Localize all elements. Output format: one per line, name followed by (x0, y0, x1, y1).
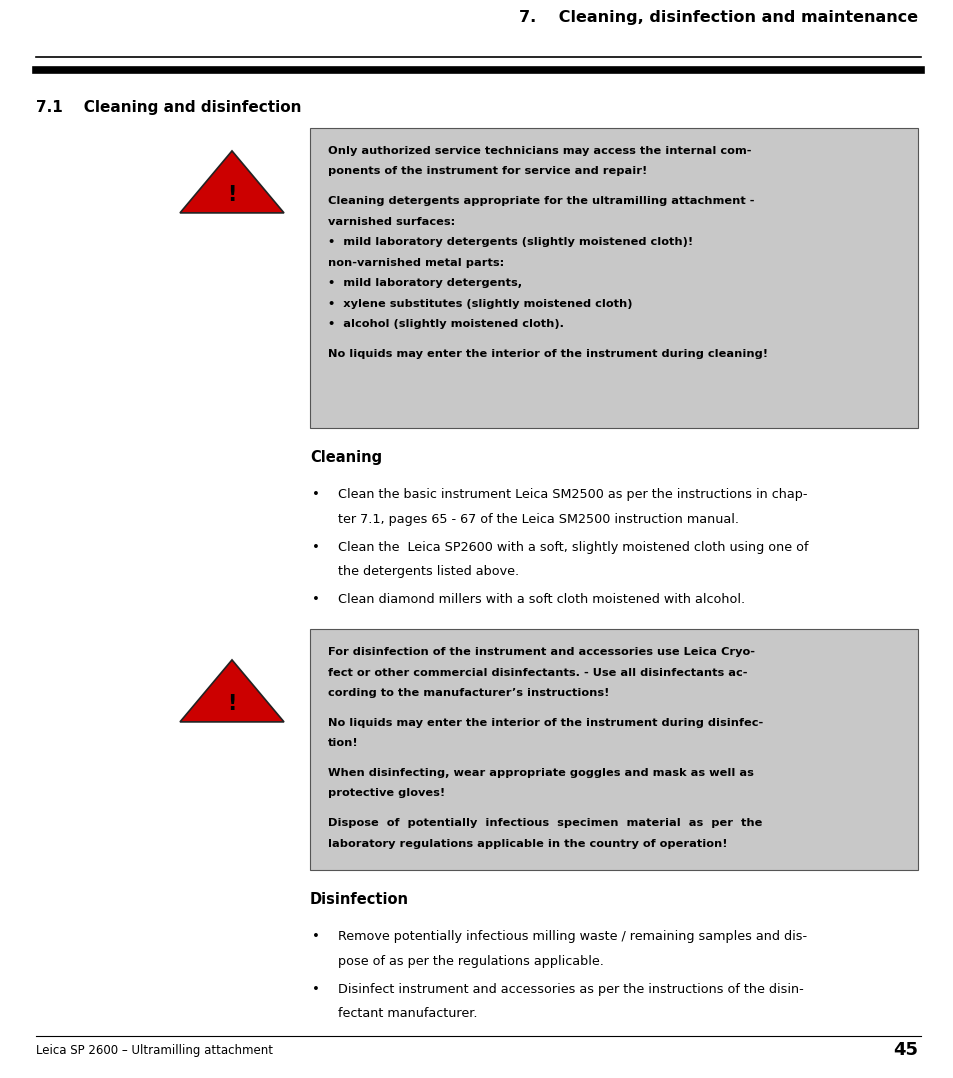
Text: Only authorized service technicians may access the internal com-: Only authorized service technicians may … (328, 146, 751, 156)
Text: non-varnished metal parts:: non-varnished metal parts: (328, 258, 504, 267)
Polygon shape (180, 660, 284, 722)
Text: •: • (312, 540, 319, 553)
Text: No liquids may enter the interior of the instrument during disinfec-: No liquids may enter the interior of the… (328, 718, 762, 728)
Text: For disinfection of the instrument and accessories use Leica Cryo-: For disinfection of the instrument and a… (328, 647, 754, 657)
Text: tion!: tion! (328, 738, 358, 748)
Text: Cleaning: Cleaning (310, 450, 382, 465)
Text: cording to the manufacturer’s instructions!: cording to the manufacturer’s instructio… (328, 688, 609, 697)
Text: 45: 45 (892, 1041, 917, 1059)
Text: •  alcohol (slightly moistened cloth).: • alcohol (slightly moistened cloth). (328, 319, 563, 329)
Text: Clean the  Leica SP2600 with a soft, slightly moistened cloth using one of: Clean the Leica SP2600 with a soft, slig… (337, 540, 807, 553)
FancyBboxPatch shape (310, 128, 917, 428)
Text: •  mild laboratory detergents,: • mild laboratory detergents, (328, 278, 521, 288)
Text: •: • (312, 488, 319, 501)
Text: fect or other commercial disinfectants. - Use all disinfectants ac-: fect or other commercial disinfectants. … (328, 667, 747, 677)
Text: •  mild laboratory detergents (slightly moistened cloth)!: • mild laboratory detergents (slightly m… (328, 237, 693, 247)
Text: pose of as per the regulations applicable.: pose of as per the regulations applicabl… (337, 954, 603, 967)
Text: No liquids may enter the interior of the instrument during cleaning!: No liquids may enter the interior of the… (328, 349, 767, 359)
Text: •  xylene substitutes (slightly moistened cloth): • xylene substitutes (slightly moistened… (328, 299, 632, 308)
Polygon shape (180, 151, 284, 212)
Text: •: • (312, 593, 319, 606)
Text: ponents of the instrument for service and repair!: ponents of the instrument for service an… (328, 166, 646, 177)
Text: Dispose  of  potentially  infectious  specimen  material  as  per  the: Dispose of potentially infectious specim… (328, 818, 761, 828)
Text: Leica SP 2600 – Ultramilling attachment: Leica SP 2600 – Ultramilling attachment (36, 1044, 273, 1058)
Text: Cleaning detergents appropriate for the ultramilling attachment -: Cleaning detergents appropriate for the … (328, 196, 754, 206)
Text: Clean the basic instrument Leica SM2500 as per the instructions in chap-: Clean the basic instrument Leica SM2500 … (337, 488, 806, 501)
Text: laboratory regulations applicable in the country of operation!: laboratory regulations applicable in the… (328, 839, 727, 848)
Text: 7.    Cleaning, disinfection and maintenance: 7. Cleaning, disinfection and maintenanc… (518, 10, 917, 25)
Text: •: • (312, 930, 319, 943)
FancyBboxPatch shape (310, 628, 917, 870)
Text: varnished surfaces:: varnished surfaces: (328, 217, 455, 226)
Text: When disinfecting, wear appropriate goggles and mask as well as: When disinfecting, wear appropriate gogg… (328, 768, 753, 778)
Text: Clean diamond millers with a soft cloth moistened with alcohol.: Clean diamond millers with a soft cloth … (337, 593, 744, 606)
Text: Remove potentially infectious milling waste / remaining samples and dis-: Remove potentially infectious milling wa… (337, 930, 806, 943)
Text: Disinfection: Disinfection (310, 892, 409, 907)
Text: Disinfect instrument and accessories as per the instructions of the disin-: Disinfect instrument and accessories as … (337, 982, 803, 995)
Text: !: ! (227, 694, 236, 714)
Text: the detergents listed above.: the detergents listed above. (337, 565, 518, 578)
Text: !: ! (227, 185, 236, 205)
Text: 7.1    Cleaning and disinfection: 7.1 Cleaning and disinfection (36, 100, 301, 115)
Text: protective gloves!: protective gloves! (328, 788, 445, 799)
Text: fectant manufacturer.: fectant manufacturer. (337, 1007, 477, 1020)
Text: •: • (312, 982, 319, 995)
Text: ter 7.1, pages 65 - 67 of the Leica SM2500 instruction manual.: ter 7.1, pages 65 - 67 of the Leica SM25… (337, 512, 739, 525)
